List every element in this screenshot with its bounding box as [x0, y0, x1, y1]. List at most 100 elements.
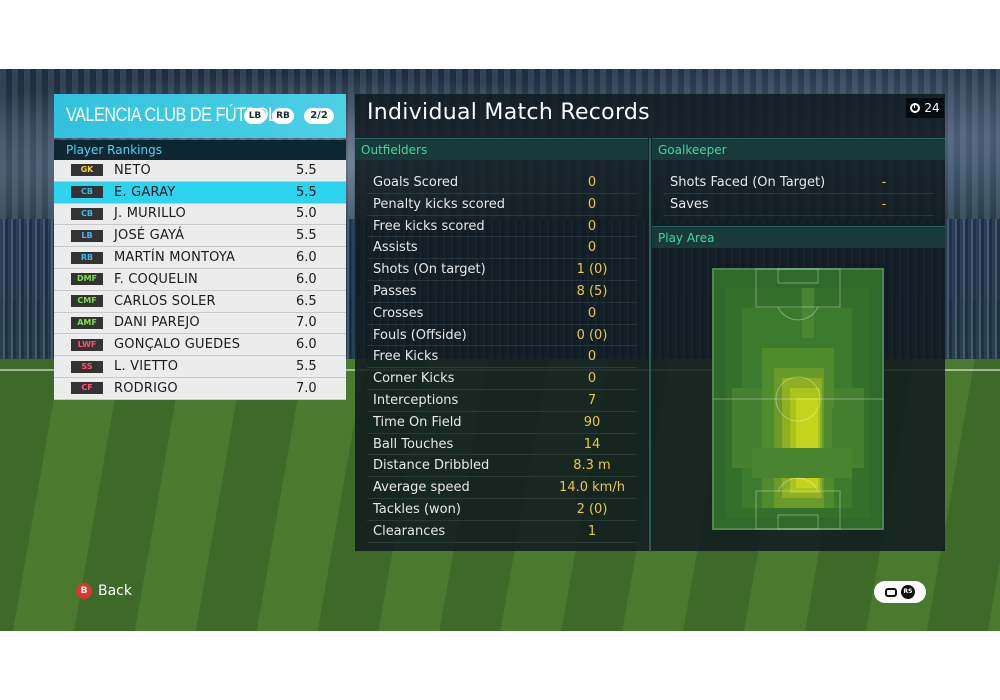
- player-name: GONÇALO GUEDES: [114, 337, 241, 353]
- stat-row: Average speed 14.0 km/h: [367, 477, 637, 499]
- player-rating: 6.5: [296, 293, 317, 309]
- position-badge: GK: [71, 164, 103, 177]
- stat-row: Assists 0: [367, 237, 637, 260]
- column-divider: [649, 138, 651, 552]
- player-rating: 5.5: [296, 162, 317, 178]
- stat-value: 1: [587, 523, 597, 539]
- stat-value: 8 (5): [576, 284, 608, 299]
- player-name: NETO: [114, 162, 151, 178]
- stat-row: Fouls (Offside) 0 (0): [367, 325, 637, 347]
- player-rating: 5.5: [296, 228, 317, 244]
- stat-label: Average speed: [373, 480, 470, 496]
- stat-row: Free kicks scored 0: [367, 216, 637, 238]
- player-rankings: Player Rankings GK NETO 5.5 CB E. GARAY 5.5 CB…: [54, 140, 346, 400]
- player-row[interactable]: CB J. MURILLO 5.0: [54, 203, 346, 226]
- position-badge: CB: [71, 207, 103, 220]
- stat-value: 14.0 km/h: [559, 480, 625, 496]
- position-badge: AMF: [71, 316, 103, 329]
- play-area-header: Play Area: [652, 226, 945, 248]
- stat-row: Clearances 1: [367, 521, 637, 543]
- page-indicator: 2/2: [304, 108, 334, 124]
- player-rating: 7.0: [296, 315, 317, 331]
- player-row[interactable]: RB MARTÍN MONTOYA 6.0: [54, 247, 346, 269]
- stat-label: Interceptions: [373, 393, 459, 408]
- stat-label: Assists: [373, 240, 418, 256]
- stat-label: Ball Touches: [373, 436, 454, 452]
- team-name: VALENCIA CLUB DE FÚTBOL: [66, 105, 277, 126]
- player-rating: 7.0: [296, 380, 317, 396]
- stat-label: Shots (On target): [373, 262, 486, 278]
- stat-row: Distance Dribbled 8.3 m: [367, 455, 637, 478]
- stat-row: Shots (On target) 1 (0): [367, 259, 637, 281]
- player-row[interactable]: LB JOSÉ GAYÁ 5.5: [54, 225, 346, 248]
- rb-button[interactable]: RB: [272, 108, 294, 124]
- clock-icon: [910, 103, 921, 113]
- position-badge: SS: [71, 360, 103, 373]
- player-row[interactable]: AMF DANI PAREJO 7.0: [54, 312, 346, 335]
- rs-stick-icon: RS: [901, 585, 915, 599]
- stat-value: 8.3 m: [573, 458, 611, 474]
- stat-label: Crosses: [373, 305, 424, 321]
- stat-label: Penalty kicks scored: [373, 196, 506, 212]
- player-name: DANI PAREJO: [114, 315, 200, 331]
- stat-value: 0: [587, 240, 597, 256]
- b-button-icon: B: [76, 583, 92, 599]
- lb-button[interactable]: LB: [244, 108, 266, 124]
- stat-row: Corner Kicks 0: [367, 368, 637, 390]
- stat-row: Goals Scored 0: [367, 172, 637, 194]
- position-badge: CB: [71, 186, 103, 199]
- player-row[interactable]: GK NETO 5.5: [54, 160, 346, 182]
- rs-button[interactable]: RS: [874, 581, 926, 603]
- stat-value: 90: [583, 414, 601, 430]
- page-title: Individual Match Records: [367, 100, 650, 125]
- stat-label: Time On Field: [373, 414, 462, 430]
- stat-label: Free Kicks: [373, 349, 439, 365]
- stat-label: Passes: [373, 284, 417, 299]
- back-label: Back: [98, 583, 132, 599]
- stat-value: 1 (0): [576, 262, 608, 278]
- player-row[interactable]: SS L. VIETTO 5.5: [54, 356, 346, 378]
- stat-label: Tackles (won): [373, 502, 461, 517]
- stat-row: Free Kicks 0: [367, 346, 637, 369]
- stat-label: Clearances: [373, 523, 446, 539]
- player-name: JOSÉ GAYÁ: [114, 228, 185, 244]
- stat-label: Distance Dribbled: [373, 458, 490, 474]
- player-name: J. MURILLO: [114, 206, 186, 222]
- gk-stat-row: Shots Faced (On Target) -: [664, 172, 934, 194]
- back-button[interactable]: B Back: [76, 583, 132, 599]
- stat-value: 7: [587, 393, 597, 408]
- stat-value: 0: [587, 175, 597, 190]
- heatmap-svg: [712, 268, 884, 530]
- player-rating: 5.0: [296, 206, 317, 222]
- stat-row: Passes 8 (5): [367, 281, 637, 303]
- player-row[interactable]: DMF F. COQUELIN 6.0: [54, 268, 346, 291]
- position-badge: RB: [71, 251, 103, 264]
- position-badge: LB: [71, 229, 103, 242]
- player-name: RODRIGO: [114, 380, 178, 396]
- position-badge: CF: [71, 382, 103, 395]
- gk-stat-value: -: [881, 175, 887, 190]
- stat-row: Interceptions 7: [367, 390, 637, 412]
- player-row[interactable]: LWF GONÇALO GUEDES 6.0: [54, 334, 346, 357]
- player-row[interactable]: CMF CARLOS SOLER 6.5: [54, 290, 346, 313]
- outfielders-header: Outfielders: [355, 138, 648, 160]
- stat-row: Ball Touches 14: [367, 434, 637, 456]
- timer: 24: [906, 98, 944, 118]
- stat-value: 14: [583, 436, 601, 452]
- goalkeeper-header: Goalkeeper: [652, 138, 945, 160]
- player-rating: 5.5: [296, 359, 317, 375]
- player-name: F. COQUELIN: [114, 271, 198, 287]
- player-rating: 6.0: [296, 337, 317, 353]
- position-badge: DMF: [71, 273, 103, 286]
- player-row[interactable]: CB E. GARAY 5.5: [54, 181, 346, 204]
- rankings-title: Player Rankings: [54, 140, 346, 160]
- player-name: CARLOS SOLER: [114, 293, 216, 309]
- player-row[interactable]: CF RODRIGO 7.0: [54, 377, 346, 400]
- stat-row: Penalty kicks scored 0: [367, 194, 637, 216]
- stat-label: Fouls (Offside): [373, 327, 467, 343]
- stat-row: Time On Field 90: [367, 412, 637, 434]
- gk-stat-row: Saves -: [664, 194, 934, 216]
- stat-value: 2 (0): [576, 502, 608, 517]
- stat-value: 0 (0): [576, 327, 608, 343]
- position-badge: LWF: [71, 338, 103, 351]
